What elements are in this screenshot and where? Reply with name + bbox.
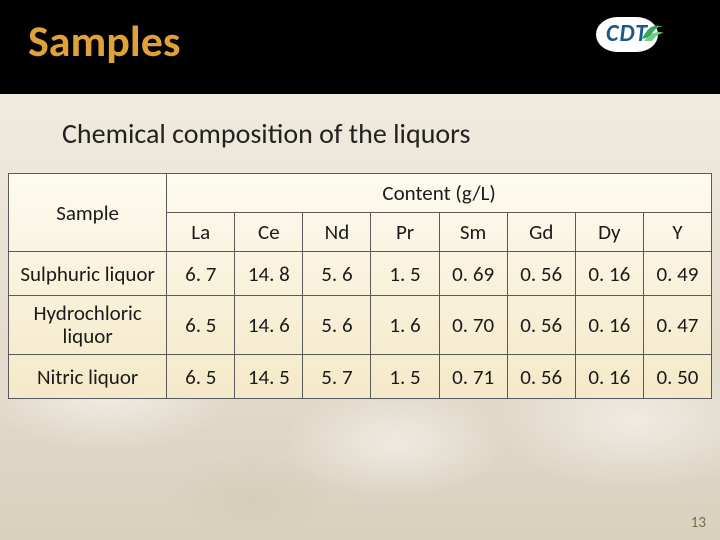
cell: 0. 69 <box>439 252 507 296</box>
header-el: Dy <box>575 213 643 252</box>
cell: 0. 16 <box>575 296 643 355</box>
page-number: 13 <box>691 514 706 532</box>
row-label-line1: Hydrochloric <box>33 300 141 326</box>
cell: 0. 56 <box>507 355 575 399</box>
cell: 1. 6 <box>371 296 439 355</box>
table-row: Sulphuric liquor 6. 7 14. 8 5. 6 1. 5 0.… <box>9 252 712 296</box>
row-label: Sulphuric liquor <box>9 252 167 296</box>
slide-subtitle: Chemical composition of the liquors <box>0 94 720 151</box>
cell: 5. 6 <box>303 252 371 296</box>
header-el: Sm <box>439 213 507 252</box>
composition-table: Sample Content (g/L) La Ce Nd Pr Sm Gd D… <box>8 173 712 399</box>
logo-badge: CDT <box>596 17 658 52</box>
cell: 0. 56 <box>507 296 575 355</box>
cell: 14. 5 <box>235 355 303 399</box>
cell: 1. 5 <box>371 355 439 399</box>
row-label-line2: liquor <box>63 323 113 349</box>
cell: 0. 47 <box>643 296 711 355</box>
header-el: Pr <box>371 213 439 252</box>
table-row: Hydrochloricliquor 6. 5 14. 6 5. 6 1. 6 … <box>9 296 712 355</box>
cell: 14. 8 <box>235 252 303 296</box>
cell: 1. 5 <box>371 252 439 296</box>
logo-swoosh-icon <box>640 19 666 45</box>
cell: 0. 71 <box>439 355 507 399</box>
header-el: Y <box>643 213 711 252</box>
cell: 0. 49 <box>643 252 711 296</box>
cell: 6. 5 <box>167 355 235 399</box>
cell: 0. 56 <box>507 252 575 296</box>
header-sample: Sample <box>9 174 167 252</box>
cell: 5. 7 <box>303 355 371 399</box>
logo: CDT <box>562 12 692 56</box>
row-label: Nitric liquor <box>9 355 167 399</box>
header-el: Gd <box>507 213 575 252</box>
cell: 0. 16 <box>575 252 643 296</box>
cell: 5. 6 <box>303 296 371 355</box>
table-row: Nitric liquor 6. 5 14. 5 5. 7 1. 5 0. 71… <box>9 355 712 399</box>
header-el: La <box>167 213 235 252</box>
cell: 0. 16 <box>575 355 643 399</box>
cell: 6. 5 <box>167 296 235 355</box>
cell: 14. 6 <box>235 296 303 355</box>
slide-title: Samples <box>28 14 180 68</box>
header-el: Nd <box>303 213 371 252</box>
row-label: Hydrochloricliquor <box>9 296 167 355</box>
cell: 0. 50 <box>643 355 711 399</box>
slide: Samples CDT Chemical composition of the … <box>0 0 720 540</box>
table-header-row-1: Sample Content (g/L) <box>9 174 712 213</box>
header-content: Content (g/L) <box>167 174 712 213</box>
title-bar: Samples CDT <box>0 0 720 94</box>
header-el: Ce <box>235 213 303 252</box>
cell: 6. 7 <box>167 252 235 296</box>
composition-table-wrap: Sample Content (g/L) La Ce Nd Pr Sm Gd D… <box>8 173 712 399</box>
cell: 0. 70 <box>439 296 507 355</box>
